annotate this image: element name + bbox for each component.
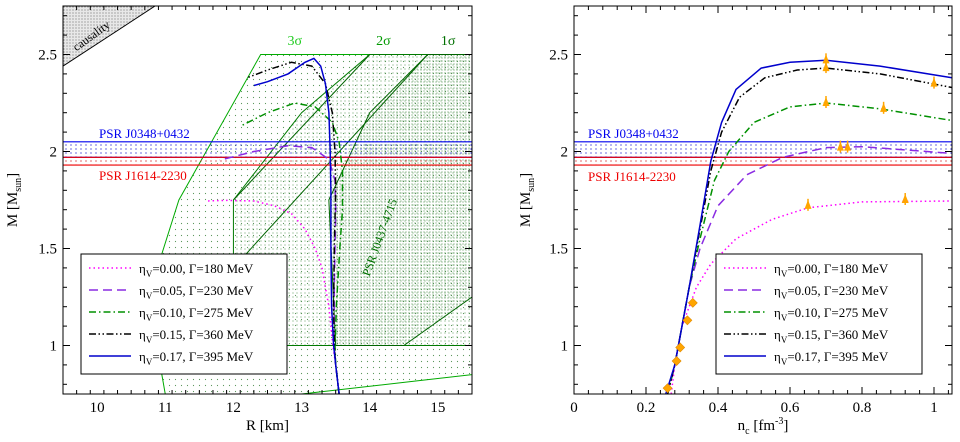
plot-frame	[573, 5, 953, 395]
band-label-j0348: PSR J0348+0432	[588, 126, 679, 141]
band-fill	[574, 141, 952, 158]
band-fill	[574, 157, 952, 166]
legend-label: ηV=0.05, Γ=230 MeV	[774, 283, 889, 301]
band-fill	[63, 157, 472, 166]
mass-radius-curves	[206, 57, 344, 394]
series-line-4	[253, 57, 340, 394]
y-tick-label: 1.5	[549, 242, 568, 258]
legend-label: ηV=0.17, Γ=395 MeV	[139, 349, 254, 367]
legend-label: ηV=0.15, Γ=360 MeV	[774, 327, 889, 345]
axis-ticks: 10 11 12 13 14 15 1 1.5 2 2.5	[38, 6, 473, 416]
x-tick-label: 0.4	[709, 400, 728, 416]
diamond-marker	[671, 356, 682, 366]
x-tick-label: 15	[430, 400, 445, 416]
axis-ticks: 0 0.2 0.4 0.6 0.8 1 1 1.5 2 2.5	[549, 6, 952, 416]
x-tick-label: 0	[570, 400, 578, 416]
sigma2-label: 2σ	[376, 34, 391, 49]
x-tick-label: 10	[90, 400, 105, 416]
pulsar-bands	[574, 141, 952, 166]
x-tick-label: 11	[158, 400, 172, 416]
y-tick-label: 2	[50, 145, 58, 161]
y-tick-label: 2	[561, 145, 569, 161]
legend: ηV=0.00, Γ=180 MeV ηV=0.05, Γ=230 MeV ηV=0…	[80, 253, 288, 375]
y-tick-label: 2.5	[549, 48, 568, 64]
sigma1-label: 1σ	[441, 34, 456, 49]
legend-box	[80, 253, 288, 375]
right-panel-mass-density: 0 0.2 0.4 0.6 0.8 1 1 1.5 2 2.5 PSR J0348+0432 PS…	[518, 5, 953, 437]
band-label-j1614: PSR J1614-2230	[99, 168, 187, 183]
legend-label: ηV=0.10, Γ=275 MeV	[774, 305, 889, 323]
sigma1-region	[328, 54, 472, 346]
sigma-contour-line	[233, 54, 371, 201]
y-tick-label: 2.5	[38, 48, 57, 64]
legend-label: ηV=0.15, Γ=360 MeV	[139, 327, 254, 345]
point-markers	[662, 53, 938, 394]
y-tick-label: 1	[50, 339, 58, 355]
diamond-marker	[675, 342, 686, 353]
x-axis-label: R [km]	[246, 418, 289, 434]
band-label-j1614: PSR J1614-2230	[588, 169, 676, 184]
y-axis-label: M [Msun]	[5, 173, 24, 227]
legend: ηV=0.00, Γ=180 MeV ηV=0.05, Γ=230 MeV ηV=0…	[715, 253, 923, 375]
legend-box	[715, 253, 923, 375]
causality-line	[63, 6, 156, 67]
x-tick-label: 13	[294, 400, 309, 416]
pulsar-bands	[63, 141, 472, 166]
diamond-marker	[662, 383, 673, 394]
y-tick-label: 1.5	[38, 242, 57, 258]
legend-label: ηV=0.17, Γ=395 MeV	[774, 349, 889, 367]
y-axis-label: M [Msun]	[518, 173, 537, 227]
y-tick-label: 1	[561, 339, 569, 355]
legend-label: ηV=0.00, Γ=180 MeV	[774, 261, 889, 279]
legend-label: ηV=0.00, Γ=180 MeV	[139, 261, 254, 279]
series-line-4	[665, 59, 952, 394]
x-tick-label: 0.2	[637, 400, 656, 416]
diamond-marker	[682, 315, 693, 326]
sigma3-label: 3σ	[287, 34, 302, 49]
diamond-marker	[687, 297, 698, 308]
x-tick-label: 14	[362, 400, 378, 416]
legend-label: ηV=0.10, Γ=275 MeV	[139, 305, 254, 323]
band-label-j0348: PSR J0348+0432	[99, 126, 190, 141]
x-tick-label: 0.8	[853, 400, 872, 416]
x-tick-label: 12	[226, 400, 241, 416]
x-axis-label: nc [fm-3]	[738, 416, 789, 437]
x-tick-label: 0.6	[781, 400, 800, 416]
legend-label: ηV=0.05, Γ=230 MeV	[139, 283, 254, 301]
x-tick-label: 1	[930, 400, 938, 416]
